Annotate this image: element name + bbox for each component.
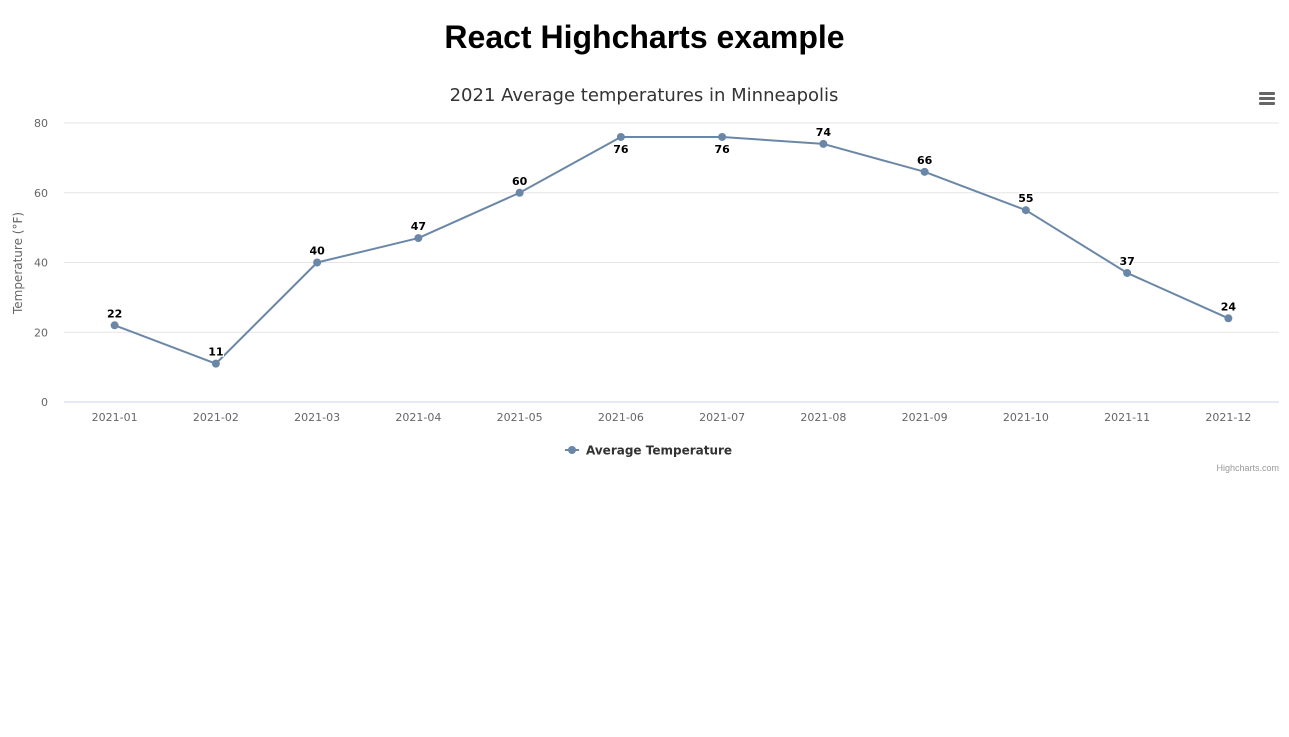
menu-bar-icon bbox=[1259, 92, 1275, 95]
data-label: 22 bbox=[107, 307, 122, 320]
data-label: 11 bbox=[208, 346, 223, 359]
chart-title: 2021 Average temperatures in Minneapolis bbox=[450, 85, 839, 106]
x-tick-label: 2021-01 bbox=[92, 411, 138, 424]
data-point[interactable] bbox=[616, 132, 625, 141]
credits-link[interactable]: Highcharts.com bbox=[1216, 463, 1279, 473]
data-label: 74 bbox=[816, 126, 832, 139]
x-axis-ticks: 2021-01 2021-02 2021-03 2021-04 2021-05 2021-… bbox=[64, 401, 1279, 424]
x-tick-label: 2021-02 bbox=[193, 411, 239, 424]
data-label: 76 bbox=[613, 143, 629, 156]
x-tick-label: 2021-09 bbox=[902, 411, 948, 424]
chart-container: 2021 Average temperatures in Minneapolis… bbox=[0, 75, 1289, 480]
series-line[interactable] bbox=[113, 135, 1230, 365]
hamburger-menu-icon[interactable] bbox=[1254, 86, 1280, 110]
menu-bar-icon bbox=[1259, 102, 1275, 105]
y-axis-ticks: 0 20 40 60 80 bbox=[34, 117, 48, 409]
y-gridlines bbox=[64, 122, 1279, 333]
x-tick-label: 2021-05 bbox=[497, 411, 543, 424]
line-chart: 2021 Average temperatures in Minneapolis… bbox=[11, 85, 1279, 458]
legend[interactable]: Average Temperature bbox=[565, 444, 732, 458]
y-tick-label: 60 bbox=[34, 187, 48, 200]
data-point[interactable] bbox=[1224, 314, 1233, 323]
data-point[interactable] bbox=[920, 167, 929, 176]
page-title: React Highcharts example bbox=[444, 19, 845, 55]
data-labels: 22 11 40 47 60 76 76 74 66 55 37 24 bbox=[106, 125, 1238, 360]
x-tick-label: 2021-06 bbox=[598, 411, 644, 424]
x-tick-label: 2021-07 bbox=[699, 411, 745, 424]
x-tick-label: 2021-12 bbox=[1205, 411, 1251, 424]
data-point[interactable] bbox=[515, 188, 524, 197]
data-label: 24 bbox=[1221, 300, 1237, 313]
x-tick-label: 2021-11 bbox=[1104, 411, 1150, 424]
x-tick-label: 2021-08 bbox=[800, 411, 846, 424]
data-label: 60 bbox=[512, 175, 528, 188]
x-tick-label: 2021-04 bbox=[395, 411, 441, 424]
data-label: 40 bbox=[309, 245, 325, 258]
data-label: 55 bbox=[1018, 192, 1033, 205]
menu-bar-icon bbox=[1259, 97, 1275, 100]
data-point[interactable] bbox=[313, 258, 322, 267]
data-point[interactable] bbox=[211, 359, 220, 368]
y-tick-label: 0 bbox=[41, 396, 48, 409]
y-axis-label: Temperature (°F) bbox=[11, 212, 25, 315]
data-label: 37 bbox=[1119, 255, 1134, 268]
y-tick-label: 20 bbox=[34, 326, 48, 339]
y-tick-label: 80 bbox=[34, 117, 48, 130]
legend-item-label[interactable]: Average Temperature bbox=[586, 444, 732, 458]
data-point[interactable] bbox=[718, 132, 727, 141]
data-point[interactable] bbox=[819, 139, 828, 148]
legend-symbol-marker[interactable] bbox=[568, 446, 576, 454]
y-tick-label: 40 bbox=[34, 257, 48, 270]
data-point[interactable] bbox=[414, 234, 423, 243]
x-tick-label: 2021-10 bbox=[1003, 411, 1049, 424]
data-label: 76 bbox=[714, 143, 730, 156]
data-point[interactable] bbox=[110, 321, 119, 330]
data-label: 66 bbox=[917, 154, 933, 167]
data-label: 47 bbox=[411, 220, 426, 233]
series-group[interactable] bbox=[110, 132, 1233, 368]
data-point[interactable] bbox=[1123, 268, 1132, 277]
x-tick-label: 2021-03 bbox=[294, 411, 340, 424]
data-point[interactable] bbox=[1021, 206, 1030, 215]
